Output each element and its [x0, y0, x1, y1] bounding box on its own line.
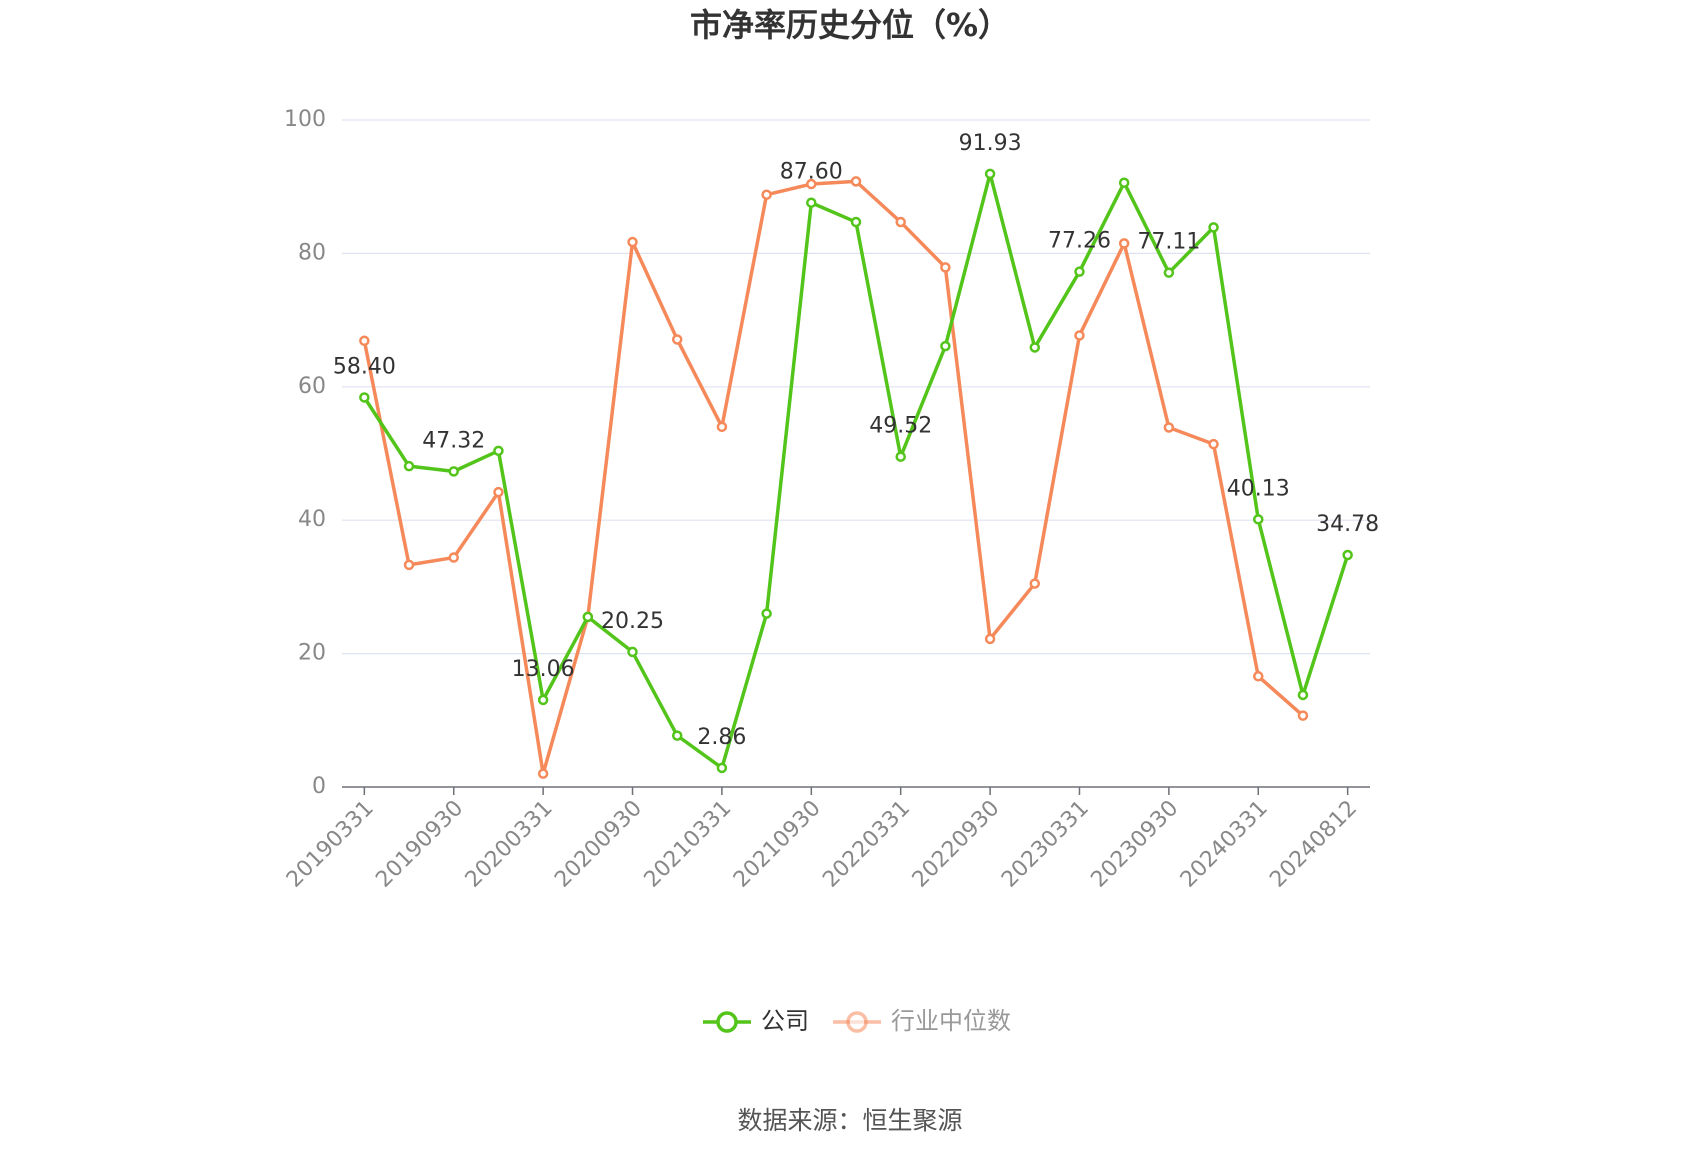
data-label: 40.13: [1227, 476, 1290, 501]
y-tick-label: 40: [298, 507, 326, 532]
data-point: [403, 460, 415, 472]
x-tick-label: 20200331: [461, 796, 558, 893]
x-tick-label: 20240331: [1176, 796, 1273, 893]
data-label: 87.60: [780, 160, 843, 185]
data-label: 2.86: [697, 725, 746, 750]
data-label: 77.26: [1048, 229, 1111, 254]
series: [359, 176, 1309, 779]
data-point: [1163, 422, 1175, 433]
y-tick-label: 0: [312, 774, 326, 799]
data-label: 91.93: [959, 131, 1022, 156]
data-point: [627, 646, 638, 658]
legend: 公司 行业中位数: [703, 1007, 1011, 1035]
data-point: [1118, 177, 1130, 188]
source-note: 数据来源：恒生聚源: [737, 1106, 962, 1135]
legend-swatch: [716, 1011, 738, 1033]
data-point: [1297, 689, 1309, 701]
data-point: [1074, 330, 1085, 341]
y-tick-label: 20: [298, 641, 326, 666]
data-point: [761, 189, 772, 200]
data-point: [940, 340, 951, 352]
y-tick-label: 80: [298, 240, 326, 265]
x-tick-label: 20190331: [282, 796, 379, 893]
legend-label: 行业中位数: [891, 1007, 1011, 1035]
x-tick-label: 20220930: [908, 796, 1005, 893]
x-tick-label: 20230331: [997, 796, 1094, 893]
data-label: 49.52: [869, 414, 932, 439]
chart-title: 市净率历史分位（%）: [690, 6, 1010, 44]
legend-item[interactable]: 公司: [703, 1007, 809, 1035]
data-point: [403, 559, 415, 571]
x-tick-label: 20220331: [818, 796, 915, 893]
data-point: [1029, 578, 1041, 589]
x-tick-label: 20210930: [729, 796, 826, 893]
data-point: [716, 421, 728, 433]
data-label: 47.32: [422, 428, 485, 453]
data-point: [1297, 710, 1309, 721]
data-point: [537, 694, 549, 706]
data-point: [448, 466, 459, 477]
data-point: [448, 552, 459, 563]
data-point: [1118, 238, 1130, 249]
data-point: [850, 216, 862, 228]
x-tick-label: 20240812: [1265, 796, 1362, 893]
data-point: [627, 236, 638, 248]
data-point: [1029, 342, 1041, 353]
data-point: [895, 451, 906, 462]
data-label: 77.11: [1137, 230, 1200, 255]
data-point: [537, 768, 549, 779]
x-tick-label: 20200930: [550, 796, 647, 893]
y-tick-label: 60: [298, 374, 326, 399]
data-point: [1074, 266, 1085, 277]
data-label: 20.25: [601, 609, 664, 634]
data-point: [1208, 222, 1219, 233]
y-tick-label: 100: [284, 107, 326, 132]
x-tick-label: 20190930: [371, 796, 468, 893]
data-point: [984, 168, 996, 180]
data-point: [1163, 267, 1175, 278]
data-label: 34.78: [1316, 512, 1379, 537]
data-point: [359, 392, 370, 403]
data-point: [806, 178, 817, 190]
data-point: [806, 197, 817, 208]
data-point: [1253, 671, 1264, 682]
x-tick-label: 20210331: [640, 796, 737, 893]
data-point: [1253, 514, 1264, 525]
series: [359, 168, 1353, 774]
data-point: [940, 262, 951, 273]
data-point: [984, 633, 996, 645]
x-tick-label: 20230930: [1086, 796, 1183, 893]
legend-swatch: [846, 1011, 868, 1033]
data-point: [493, 445, 504, 457]
data-point: [716, 762, 728, 774]
data-label: 13.06: [512, 657, 575, 682]
data-label: 58.40: [333, 354, 396, 379]
data-point: [493, 486, 504, 498]
data-point: [582, 611, 594, 623]
data-point: [850, 176, 862, 187]
data-point: [1208, 438, 1219, 450]
data-point: [359, 335, 370, 347]
legend-label: 公司: [761, 1007, 809, 1035]
data-point: [895, 216, 906, 228]
data-point: [1342, 549, 1353, 561]
data-point: [761, 608, 772, 619]
data-point: [671, 730, 683, 741]
data-point: [671, 334, 683, 345]
series-line: [362, 179, 1305, 776]
legend-item[interactable]: 行业中位数: [833, 1007, 1011, 1035]
